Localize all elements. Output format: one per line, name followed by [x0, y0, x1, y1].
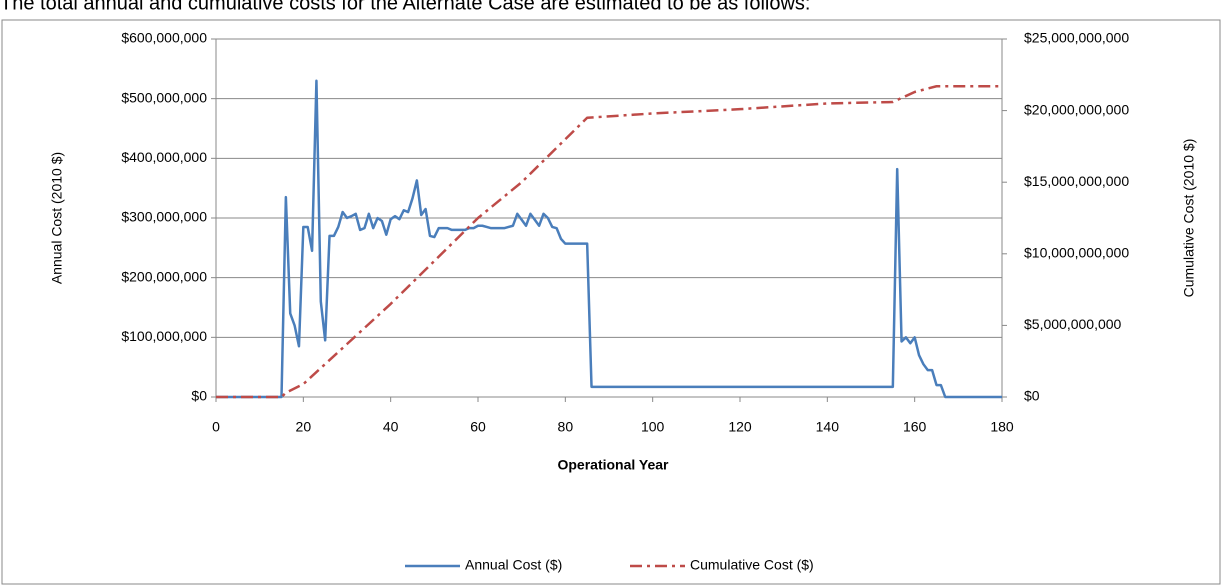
x-tick-label: 120	[728, 419, 752, 435]
legend-label: Annual Cost ($)	[465, 557, 562, 573]
x-tick-label: 180	[990, 419, 1014, 435]
y2-axis-title: Cumulative Cost (2010 $)	[1181, 139, 1197, 298]
series-line	[216, 79, 1002, 399]
y-axis-title: Annual Cost (2010 $)	[49, 152, 65, 284]
chart-border	[1, 19, 1221, 585]
y-tick-label: $100,000,000	[121, 328, 207, 344]
series-line	[216, 85, 1002, 399]
y2-tick-label: $15,000,000,000	[1024, 173, 1129, 189]
y-tick-label: $300,000,000	[121, 209, 207, 225]
y2-tick-label: $20,000,000,000	[1024, 101, 1129, 117]
x-axis-title: Operational Year	[557, 457, 669, 473]
y2-tick-label: $25,000,000,000	[1024, 30, 1129, 46]
y-tick-label: $600,000,000	[121, 30, 207, 46]
y-tick-label: $0	[191, 388, 207, 404]
y-tick-label: $400,000,000	[121, 149, 207, 165]
x-tick-label: 60	[470, 419, 486, 435]
x-tick-label: 140	[816, 419, 840, 435]
x-tick-label: 40	[383, 419, 399, 435]
y-tick-label: $200,000,000	[121, 268, 207, 284]
x-tick-label: 80	[558, 419, 574, 435]
y2-tick-label: $0	[1024, 388, 1040, 404]
x-tick-label: 100	[641, 419, 665, 435]
y2-tick-label: $10,000,000,000	[1024, 245, 1129, 261]
legend-label: Cumulative Cost ($)	[690, 557, 814, 573]
x-tick-label: 160	[903, 419, 927, 435]
y-tick-label: $500,000,000	[121, 89, 207, 105]
x-tick-label: 20	[296, 419, 312, 435]
caption: The total annual and cumulative costs fo…	[0, 0, 810, 14]
x-tick-label: 0	[212, 419, 220, 435]
y2-tick-label: $5,000,000,000	[1024, 316, 1122, 332]
